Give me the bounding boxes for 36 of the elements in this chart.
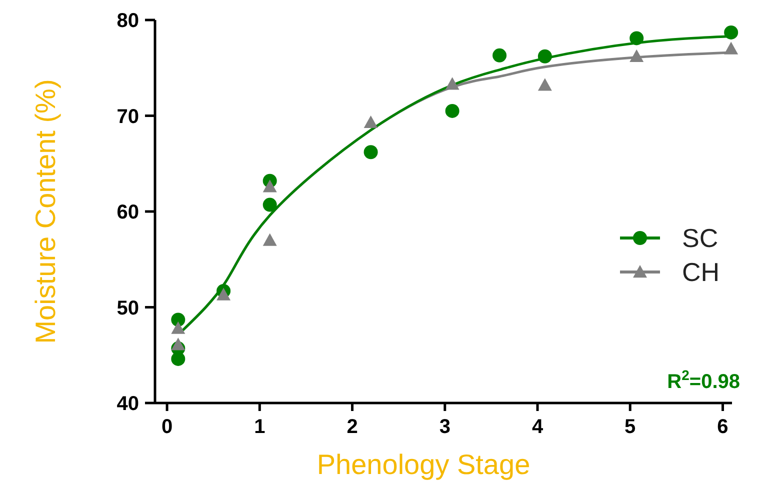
- y-tick-label: 40: [116, 393, 139, 415]
- y-tick-label: 70: [116, 106, 139, 128]
- point: [724, 42, 738, 54]
- point: [216, 288, 231, 300]
- point: [492, 48, 507, 62]
- annotation: R$^{2}$=0.98: [667, 367, 740, 393]
- point: [262, 198, 277, 212]
- point: [445, 77, 460, 90]
- point: [171, 312, 186, 327]
- point: [724, 25, 738, 40]
- legend-label: CH: [682, 257, 720, 288]
- x-tick-label: 1: [254, 416, 266, 438]
- point: [262, 180, 277, 192]
- legend-label: SC: [682, 223, 718, 254]
- y-tick-label: 60: [116, 202, 139, 224]
- point: [538, 49, 552, 64]
- x-tick-label: 6: [717, 416, 728, 438]
- point: [364, 145, 378, 160]
- point: [445, 104, 460, 118]
- point: [171, 338, 186, 350]
- point: [630, 31, 644, 46]
- point: [171, 321, 186, 334]
- x-tick-label: 4: [532, 416, 544, 438]
- point: [262, 233, 277, 246]
- point: [538, 78, 552, 91]
- point: [171, 352, 186, 366]
- x-tick-label: 5: [624, 416, 636, 438]
- point: [364, 115, 378, 128]
- y-tick-label: 50: [116, 297, 139, 320]
- x-axis-title: Phenology Stage: [316, 449, 530, 480]
- x-tick-label: 0: [161, 416, 173, 438]
- y-axis-title: Moisture Content (%): [30, 79, 61, 344]
- y-tick-label: 80: [116, 10, 139, 32]
- point: [630, 49, 644, 62]
- x-tick-label: 3: [439, 416, 450, 438]
- x-tick-label: 2: [346, 416, 358, 438]
